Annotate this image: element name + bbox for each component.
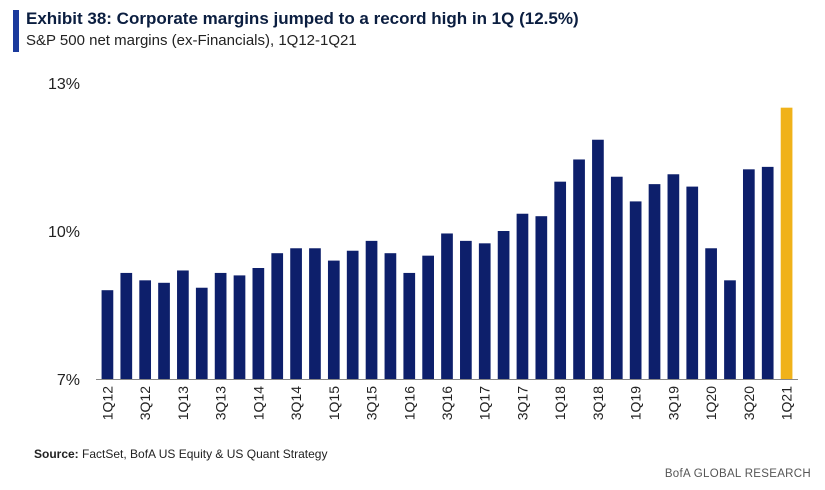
bar [686,186,699,379]
bar [195,287,208,379]
bar [252,268,265,379]
y-axis: 7% 10% 13% [48,76,80,389]
bar [120,272,133,379]
bar [705,248,717,379]
x-tick-label: 3Q17 [514,386,530,420]
x-tick-label: 3Q16 [439,386,455,420]
bar [271,253,284,379]
bar [497,231,510,379]
bar [422,255,434,379]
x-tick-label: 1Q13 [175,386,191,420]
source-label: Source: [34,447,79,461]
bars-group [101,107,793,380]
chart-subtitle: S&P 500 net margins (ex-Financials), 1Q1… [26,32,357,49]
x-tick-label: 1Q15 [326,386,342,420]
source-note: Source: FactSet, BofA US Equity & US Qua… [34,447,327,461]
bar [460,240,472,379]
bar [535,216,548,379]
x-tick-label: 1Q17 [477,386,493,420]
x-tick-label: 3Q14 [288,386,304,420]
x-tick-label: 1Q19 [628,386,644,420]
bar [309,248,321,379]
bar [648,184,661,379]
bar [346,250,359,379]
x-tick-label: 1Q14 [250,386,266,420]
bar [573,159,585,379]
x-tick-label: 3Q19 [665,386,681,420]
brand-footer: BofA GLOBAL RESEARCH [664,468,811,480]
x-tick-label: 1Q12 [99,386,115,420]
y-tick-label: 7% [57,372,80,389]
bar [139,280,152,379]
x-tick-label: 3Q20 [741,386,757,420]
bar [290,248,302,379]
chart-title: Exhibit 38: Corporate margins jumped to … [26,9,579,28]
bar [365,240,378,379]
bar [403,272,416,379]
x-tick-label: 3Q13 [213,386,229,420]
bar [742,169,755,379]
bar [478,243,491,379]
bar-highlight [780,107,793,380]
bar [214,272,227,379]
bar [667,174,680,379]
bar [724,280,736,379]
bar [441,233,453,379]
bar [327,260,340,379]
bar [592,139,604,379]
x-tick-label: 1Q20 [703,386,719,420]
y-tick-label: 13% [48,76,80,93]
bar [629,201,642,379]
bar [177,270,189,379]
bar [101,290,114,379]
x-tick-label: 1Q18 [552,386,568,420]
y-tick-label: 10% [48,224,80,241]
x-tick-label: 3Q12 [137,386,153,420]
bar [761,166,774,379]
bar [158,282,170,379]
x-tick-label: 3Q18 [590,386,606,420]
bar [233,275,246,379]
source-text: FactSet, BofA US Equity & US Quant Strat… [78,447,328,461]
x-axis: 1Q12 3Q12 1Q13 3Q13 1Q14 3Q14 1Q15 3Q15 1Q16 3Q16… [99,386,794,420]
title-accent-bar [13,10,19,52]
x-tick-label: 1Q21 [779,386,795,420]
x-tick-label: 3Q15 [364,386,380,420]
bar [554,181,567,379]
x-tick-label: 1Q16 [401,386,417,420]
bar [516,213,529,379]
bar [384,253,397,379]
bar [610,176,623,379]
